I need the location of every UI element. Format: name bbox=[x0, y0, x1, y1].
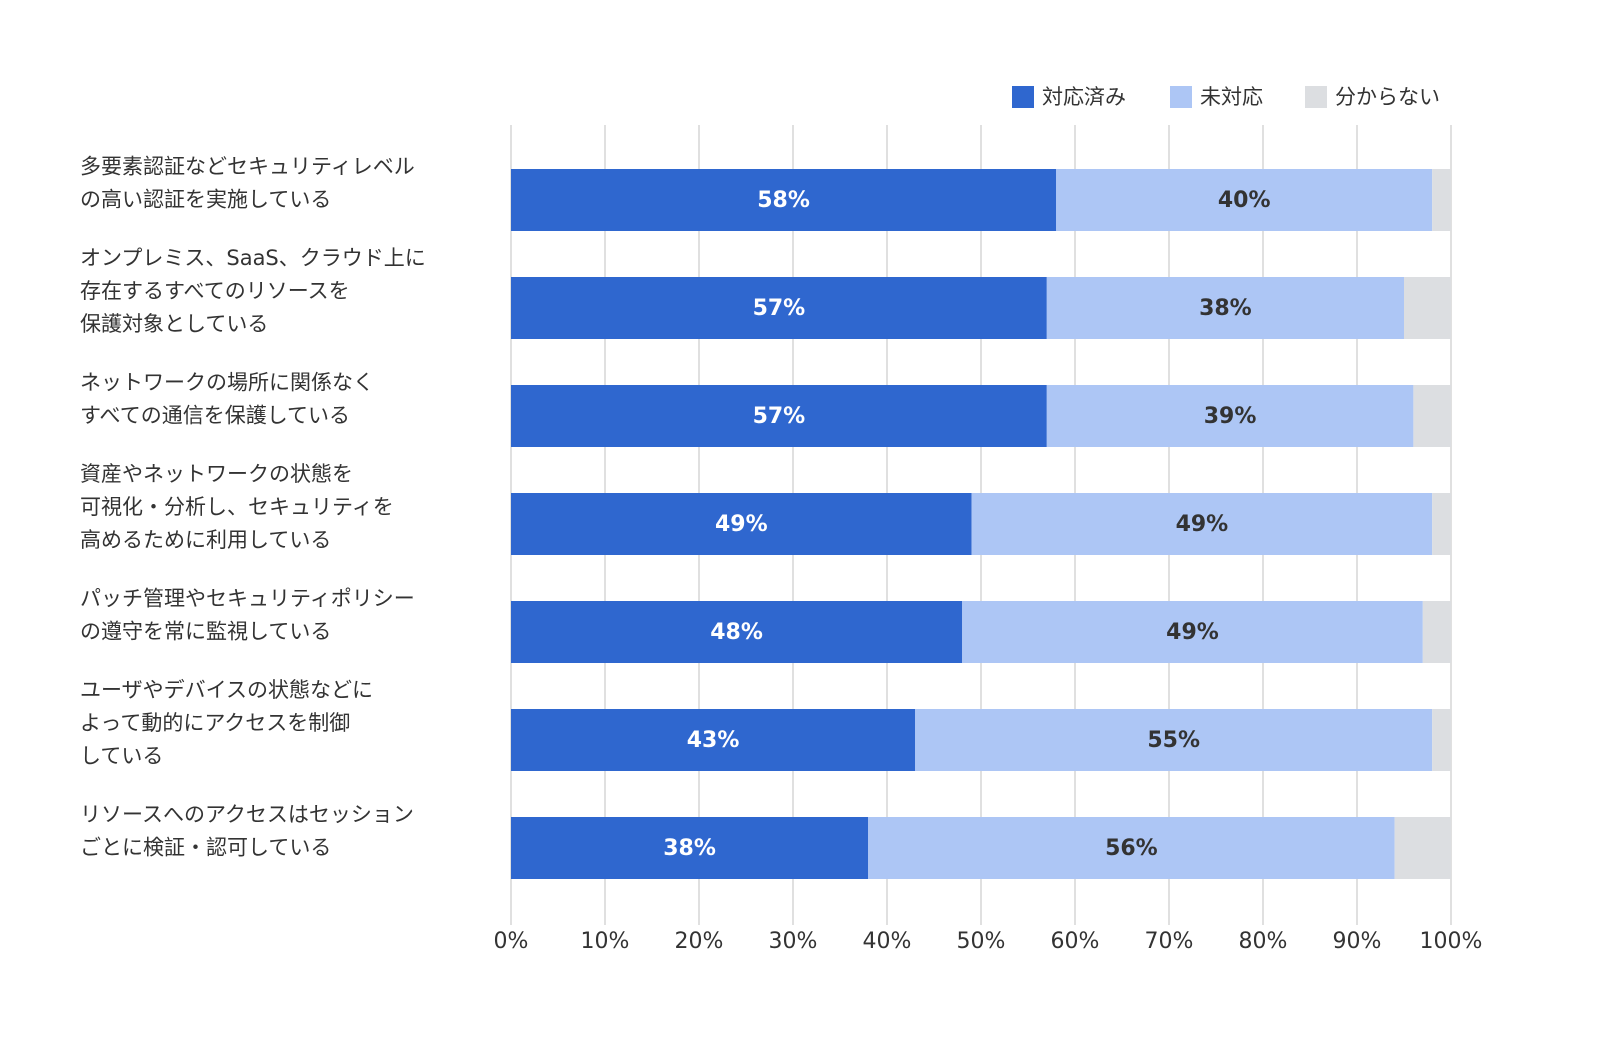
category-label: リソースへのアクセスはセッション bbox=[80, 803, 414, 827]
legend-swatch bbox=[1305, 86, 1327, 108]
x-tick-label: 10% bbox=[581, 929, 630, 954]
category-label: 資産やネットワークの状態を bbox=[80, 462, 353, 486]
legend-swatch bbox=[1012, 86, 1034, 108]
category-label: ごとに検証・認可している bbox=[80, 836, 331, 860]
value-label: 38% bbox=[663, 836, 716, 861]
category-label: オンプレミス、SaaS、クラウド上に bbox=[80, 246, 426, 270]
bar-segment bbox=[511, 385, 1047, 447]
value-label: 40% bbox=[1218, 188, 1271, 213]
bar-segment bbox=[511, 709, 916, 771]
bar-segment bbox=[1413, 385, 1451, 447]
category-label: よって動的にアクセスを制御 bbox=[80, 711, 350, 735]
value-label: 57% bbox=[753, 404, 806, 429]
value-label: 58% bbox=[757, 188, 810, 213]
value-label: 55% bbox=[1147, 728, 1200, 753]
x-tick-label: 20% bbox=[675, 929, 724, 954]
x-tick-label: 50% bbox=[957, 929, 1006, 954]
category-label: 高めるために利用している bbox=[80, 528, 331, 552]
x-tick-label: 100% bbox=[1420, 929, 1483, 954]
value-label: 57% bbox=[753, 296, 806, 321]
category-label: の高い認証を実施している bbox=[80, 188, 331, 212]
legend-swatch bbox=[1170, 86, 1192, 108]
bar-segment bbox=[1432, 709, 1451, 771]
value-label: 49% bbox=[1166, 620, 1219, 645]
category-label: 保護対象としている bbox=[80, 312, 268, 336]
bar-segment bbox=[1432, 169, 1451, 231]
legend-label: 未対応 bbox=[1200, 85, 1263, 109]
legend-label: 対応済み bbox=[1042, 85, 1126, 109]
x-tick-label: 30% bbox=[769, 929, 818, 954]
bar-segment bbox=[1056, 169, 1433, 231]
value-label: 49% bbox=[1176, 512, 1229, 537]
category-label: の遵守を常に監視している bbox=[80, 620, 331, 644]
category-label: 存在するすべてのリソースを bbox=[80, 279, 350, 303]
bar-segment bbox=[962, 601, 1423, 663]
category-label: している bbox=[80, 744, 163, 768]
category-label: パッチ管理やセキュリティポリシー bbox=[80, 587, 415, 611]
x-tick-label: 0% bbox=[494, 929, 529, 954]
value-label: 49% bbox=[715, 512, 768, 537]
bar-segment bbox=[1404, 277, 1451, 339]
x-tick-label: 70% bbox=[1145, 929, 1194, 954]
x-tick-label: 80% bbox=[1239, 929, 1288, 954]
bar-segment bbox=[971, 493, 1433, 555]
category-label: 可視化・分析し、セキュリティを bbox=[80, 495, 394, 519]
category-label: ネットワークの場所に関係なく bbox=[80, 371, 374, 395]
x-tick-label: 90% bbox=[1333, 929, 1382, 954]
bar-segment bbox=[1046, 277, 1404, 339]
bar-segment bbox=[868, 817, 1395, 879]
bar-segment bbox=[511, 277, 1047, 339]
bar-segment bbox=[1422, 601, 1451, 663]
value-label: 38% bbox=[1199, 296, 1252, 321]
value-label: 39% bbox=[1204, 404, 1257, 429]
bar-segment bbox=[1394, 817, 1451, 879]
bar-segment bbox=[1046, 385, 1414, 447]
bar-segment bbox=[511, 493, 972, 555]
bar-segment bbox=[1432, 493, 1451, 555]
x-tick-label: 40% bbox=[863, 929, 912, 954]
bar-segment bbox=[511, 817, 869, 879]
legend-label: 分からない bbox=[1335, 85, 1440, 109]
value-label: 43% bbox=[687, 728, 740, 753]
category-label: すべての通信を保護している bbox=[80, 404, 350, 428]
bar-segment bbox=[511, 601, 963, 663]
value-label: 56% bbox=[1105, 836, 1158, 861]
bar-segment bbox=[915, 709, 1433, 771]
x-tick-label: 60% bbox=[1051, 929, 1100, 954]
category-label: ユーザやデバイスの状態などに bbox=[80, 678, 373, 702]
value-label: 48% bbox=[710, 620, 763, 645]
category-label: 多要素認証などセキュリティレベル bbox=[80, 155, 415, 179]
bar-segment bbox=[511, 169, 1057, 231]
